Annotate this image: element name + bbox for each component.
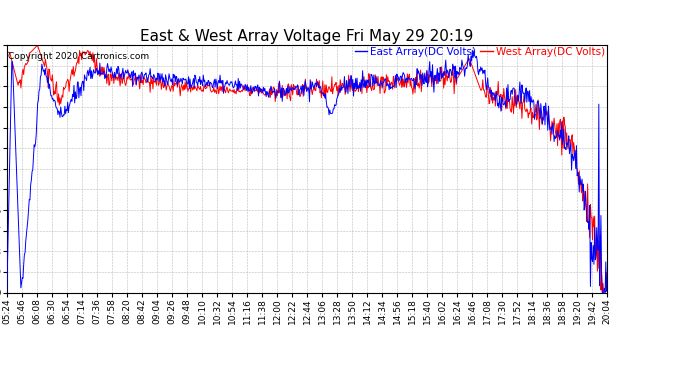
Text: Copyright 2020 Cartronics.com: Copyright 2020 Cartronics.com — [8, 53, 149, 62]
Title: East & West Array Voltage Fri May 29 20:19: East & West Array Voltage Fri May 29 20:… — [140, 29, 474, 44]
Legend: East Array(DC Volts), West Array(DC Volts): East Array(DC Volts), West Array(DC Volt… — [355, 47, 605, 57]
